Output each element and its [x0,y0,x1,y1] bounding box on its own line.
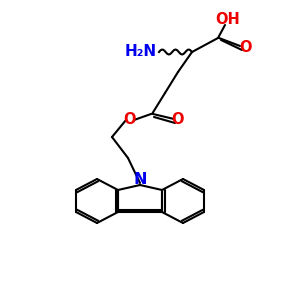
Text: O: O [239,40,251,56]
Text: N: N [133,172,147,188]
Text: H₂N: H₂N [125,44,157,59]
Text: O: O [172,112,184,128]
Text: OH: OH [216,13,240,28]
Text: O: O [124,112,136,128]
